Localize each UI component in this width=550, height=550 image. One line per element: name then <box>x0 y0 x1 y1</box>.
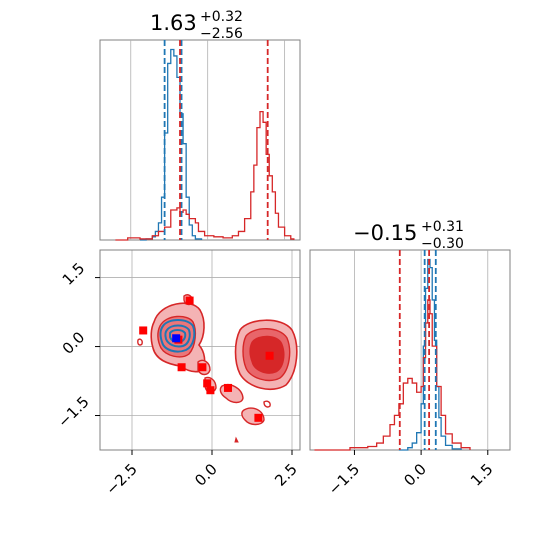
panel-top-hist: 1.63 +0.32 −2.56 <box>99 9 301 241</box>
right-title-minus: −0.30 <box>421 236 464 252</box>
right-title-plus: +0.31 <box>421 219 464 235</box>
contour-fills <box>137 294 298 443</box>
panel-right-title: −0.15 +0.31 −0.30 <box>353 219 464 252</box>
red-square-marker <box>265 351 274 360</box>
hist-series-0 <box>398 258 462 451</box>
x-tick-label: −1.5 <box>325 460 363 498</box>
red-square-marker <box>254 413 263 422</box>
red-square-marker <box>224 383 232 392</box>
panel-top-quantiles <box>163 40 269 240</box>
top-title-minus: −2.56 <box>200 26 243 42</box>
right-title-median: −0.15 <box>353 221 417 245</box>
panel-right-frame <box>309 249 511 451</box>
panel-right-hist: −1.5 0.0 1.5 −0.15 +0.31 −0.30 <box>309 219 511 499</box>
red-square-marker <box>185 296 194 305</box>
red-square-marker <box>203 379 212 388</box>
x-tick-label: 1.5 <box>467 460 497 490</box>
panel-top-grid <box>130 40 286 240</box>
contour-island-left <box>137 338 143 346</box>
hist-series-1 <box>115 110 295 241</box>
contour-blue-mid <box>164 324 191 348</box>
x-tick-label: 0.0 <box>400 460 430 490</box>
red-square-marker <box>206 386 215 395</box>
top-title-plus: +0.32 <box>200 9 243 25</box>
x-tick-label: 2.5 <box>271 460 301 490</box>
panel-right-quantiles <box>398 250 437 450</box>
contour-island-tip <box>234 436 239 443</box>
red-square-marker <box>198 363 207 372</box>
y-tick-label: 0.0 <box>59 328 89 358</box>
panel-right-ticks: −1.5 0.0 1.5 <box>325 450 497 499</box>
red-square-marker <box>177 363 186 372</box>
hist-series-1 <box>314 299 471 451</box>
panel-top-series <box>115 48 295 241</box>
panel-contour-frame <box>99 249 301 451</box>
panel-right-series <box>314 258 471 451</box>
y-tick-label: −1.5 <box>54 393 92 431</box>
red-square-marker <box>139 326 148 335</box>
panel-top-title: 1.63 +0.32 −2.56 <box>150 9 243 42</box>
top-title-median: 1.63 <box>150 11 197 35</box>
contour-island-tiny <box>263 400 271 408</box>
contour-markers <box>139 296 274 422</box>
contour-blue-outer <box>159 319 196 353</box>
hist-series-0 <box>140 48 203 241</box>
y-tick-label: 1.5 <box>59 259 89 289</box>
x-tick-label: −2.5 <box>102 460 140 498</box>
panel-contour: −2.5 0.0 2.5 1.5 0.0 −1.5 <box>54 249 301 499</box>
blue-square-marker <box>172 334 181 343</box>
x-tick-label: 0.0 <box>191 460 221 490</box>
panel-top-frame <box>99 39 301 241</box>
